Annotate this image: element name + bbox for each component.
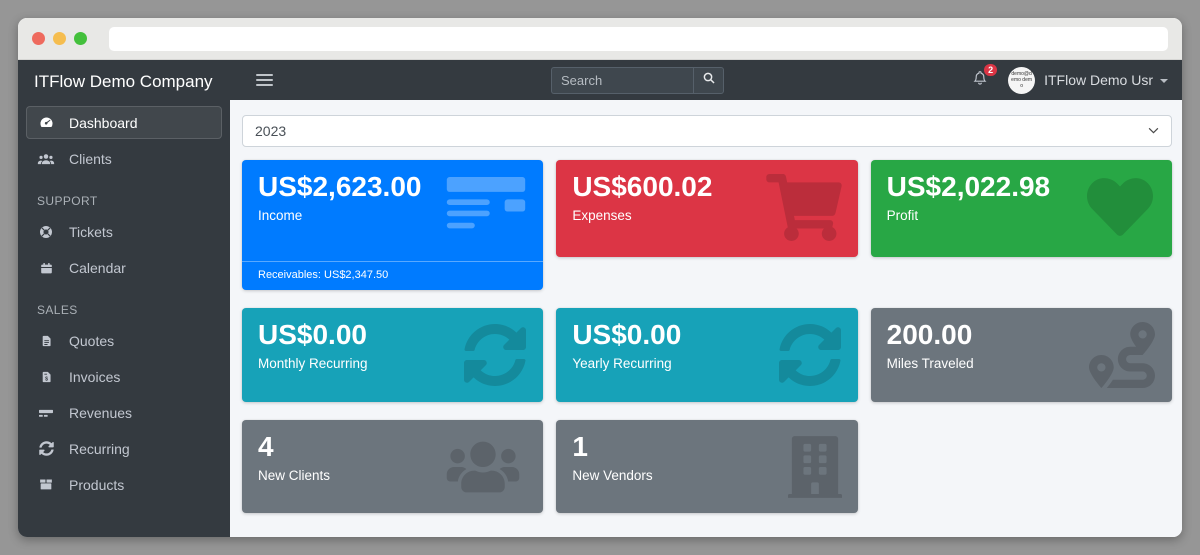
profit-label: Profit [886,208,919,224]
route-icon [1088,322,1156,393]
expenses-card[interactable]: US$600.02 Expenses [556,160,858,257]
new-vendors-label: New Vendors [572,468,653,484]
monthly-recurring-card[interactable]: US$0.00 Monthly Recurring [242,308,544,402]
new-vendors-card[interactable]: 1 New Vendors [556,420,858,513]
miles-traveled-label: Miles Traveled [886,356,974,372]
sidebar-section-support: SUPPORT [37,194,98,208]
notifications-button[interactable]: 2 [972,64,998,91]
file-lines-icon [36,332,56,349]
chevron-down-icon [1148,125,1159,137]
sidebar-item-label: Calendar [69,259,126,276]
navbar-right: 2 demo@demo demo ITFlow Demo Usr [972,64,1168,94]
close-window-button[interactable] [32,32,45,45]
miles-traveled-value: 200.00 [886,319,973,350]
sidebar-item-quotes[interactable]: Quotes [26,324,222,357]
calendar-icon [36,259,56,276]
sync-icon [778,323,842,392]
sidebar-item-clients[interactable]: Clients [26,142,222,175]
new-clients-card[interactable]: 4 New Clients [242,420,544,513]
heart-icon [1084,174,1156,245]
users-icon [36,150,56,167]
income-label: Income [258,208,303,224]
sidebar-item-label: Tickets [69,223,113,240]
sidebar-item-label: Quotes [69,332,115,349]
browser-window: ITFlow Demo Company Dashboard Clients SU… [18,18,1182,537]
sync-icon [36,440,56,457]
search-icon [702,71,716,90]
maximize-window-button[interactable] [74,32,87,45]
miles-traveled-card[interactable]: 200.00 Miles Traveled [870,308,1172,402]
shopping-cart-icon [765,174,842,246]
sidebar-item-label: Revenues [69,404,133,421]
year-select-value: 2023 [255,123,287,139]
bell-icon [972,71,988,90]
sidebar-item-recurring[interactable]: Recurring [26,432,222,465]
stat-row-1: US$2,623.00 Income Receivables: US$2,347… [242,160,1172,290]
users-group-icon [439,438,527,501]
user-name: ITFlow Demo Usr [1044,72,1153,88]
sidebar-section-sales: SALES [37,303,78,317]
monthly-recurring-value: US$0.00 [258,319,367,350]
new-clients-label: New Clients [258,468,331,484]
brand-title[interactable]: ITFlow Demo Company [34,72,213,91]
income-value: US$2,623.00 [258,171,422,202]
sidebar-item-label: Invoices [69,368,121,385]
income-receivables: Receivables: US$2,347.50 [242,261,544,290]
monthly-recurring-label: Monthly Recurring [258,356,368,372]
dashboard-content: 2023 US$2,623.00 Income Receivables: US$… [230,100,1182,513]
tachometer-icon [36,114,56,131]
sidebar-item-label: Dashboard [69,114,138,131]
life-ring-icon [36,223,56,240]
sidebar-item-label: Recurring [69,440,130,457]
caret-down-icon [1160,79,1168,83]
avatar[interactable]: demo@demo demo [1008,66,1036,94]
main-area: 2 demo@demo demo ITFlow Demo Usr 2023 [230,60,1182,537]
year-select[interactable]: 2023 [242,115,1172,147]
sidebar-item-products[interactable]: Products [26,468,222,501]
sidebar-item-invoices[interactable]: $ Invoices [26,360,222,393]
new-clients-value: 4 [258,431,274,462]
menu-toggle-icon[interactable] [256,71,273,89]
svg-text:$: $ [45,376,48,382]
sidebar-item-dashboard[interactable]: Dashboard [26,106,222,139]
user-menu[interactable]: ITFlow Demo Usr [1044,72,1168,88]
top-navbar: 2 demo@demo demo ITFlow Demo Usr [230,60,1182,100]
money-check-icon [36,404,56,421]
stat-row-3: 4 New Clients 1 New Vendors [242,420,1172,513]
sidebar-item-label: Clients [69,150,112,167]
sidebar-item-revenues[interactable]: Revenues [26,396,222,429]
expenses-value: US$600.02 [572,171,713,202]
address-bar[interactable] [109,26,1168,51]
sidebar: ITFlow Demo Company Dashboard Clients SU… [18,60,230,537]
money-check-icon [445,177,527,238]
box-icon [36,476,56,493]
browser-chrome [18,18,1182,60]
app-root: ITFlow Demo Company Dashboard Clients SU… [18,60,1182,537]
minimize-window-button[interactable] [53,32,66,45]
sidebar-item-tickets[interactable]: Tickets [26,215,222,248]
sidebar-item-calendar[interactable]: Calendar [26,251,222,284]
building-icon [787,429,842,510]
yearly-recurring-value: US$0.00 [572,319,682,350]
sidebar-menu: Dashboard Clients SUPPORT Tickets [18,104,230,506]
yearly-recurring-label: Yearly Recurring [572,356,672,372]
profit-card[interactable]: US$2,022.98 Profit [870,160,1172,257]
search-input[interactable] [551,66,693,94]
new-vendors-value: 1 [572,431,588,462]
sidebar-item-label: Products [69,476,125,493]
sync-icon [463,323,527,392]
expenses-label: Expenses [572,208,632,224]
stat-row-2: US$0.00 Monthly Recurring US$0.00 Yearly… [242,308,1172,402]
income-card[interactable]: US$2,623.00 Income Receivables: US$2,347… [242,160,544,290]
file-invoice-dollar-icon: $ [36,368,56,385]
yearly-recurring-card[interactable]: US$0.00 Yearly Recurring [556,308,858,402]
notification-badge: 2 [984,64,998,76]
search-button[interactable] [693,66,724,94]
profit-value: US$2,022.98 [886,171,1051,202]
search-group [551,66,724,94]
